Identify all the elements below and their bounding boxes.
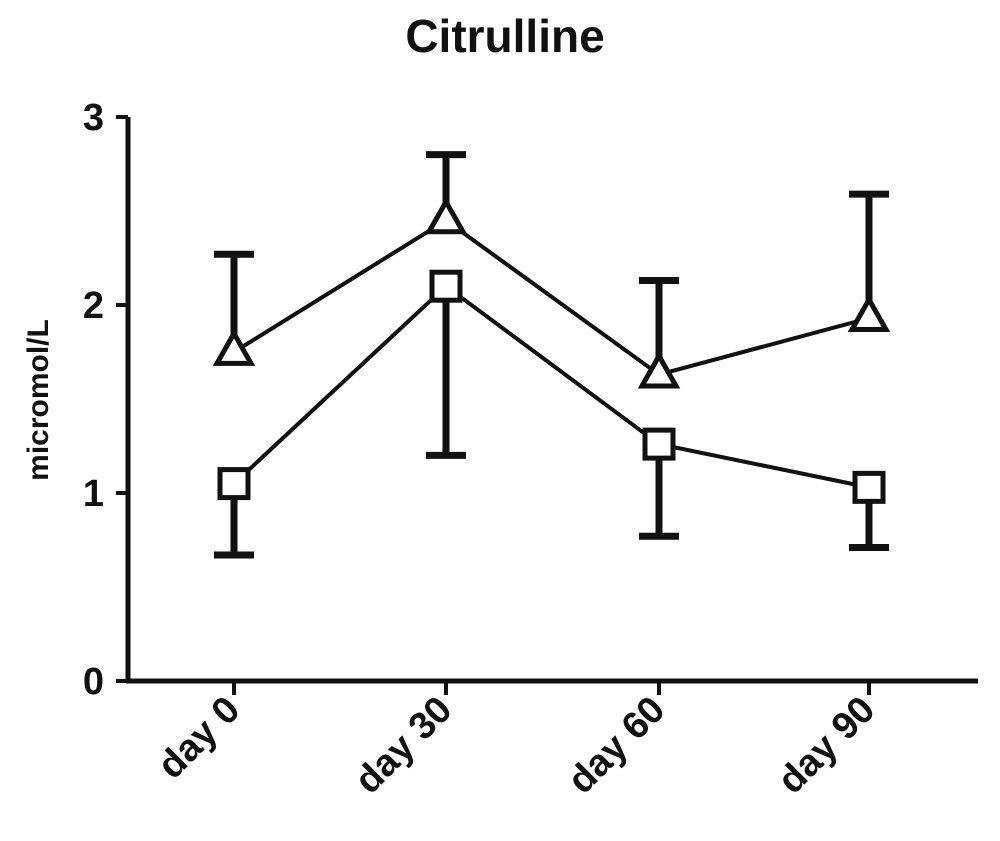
series-1-point-0 (217, 467, 251, 501)
series-1-point-2 (642, 427, 676, 461)
x-tick-label-3: day 90 (770, 689, 883, 802)
y-tick-label-2: 2 (83, 285, 104, 327)
series-0-line (232, 217, 870, 377)
y-tick-label-0: 0 (83, 661, 104, 703)
y-ticks: 0 1 2 3 (83, 97, 128, 703)
series-1-line (232, 283, 870, 490)
series-1 (214, 269, 889, 559)
series-0-point-3 (847, 294, 891, 333)
x-tick-label-1: day 30 (347, 689, 460, 802)
series-0 (212, 151, 891, 389)
series-layer (212, 151, 891, 559)
series-1-point-3 (852, 470, 886, 504)
series-0-point-2 (637, 350, 681, 389)
series-1-point-1 (429, 269, 463, 303)
y-axis-label: micromol/L (22, 319, 55, 481)
x-ticks: day 0 day 30 day 60 day 90 (150, 681, 883, 802)
y-tick-label-1: 1 (83, 473, 104, 515)
series-0-point-0 (212, 328, 256, 366)
x-tick-label-0: day 0 (150, 689, 248, 787)
series-0-point-1 (424, 196, 468, 235)
chart-title: Citrulline (405, 10, 604, 62)
x-tick-label-2: day 60 (560, 689, 673, 802)
y-tick-label-3: 3 (83, 97, 104, 139)
